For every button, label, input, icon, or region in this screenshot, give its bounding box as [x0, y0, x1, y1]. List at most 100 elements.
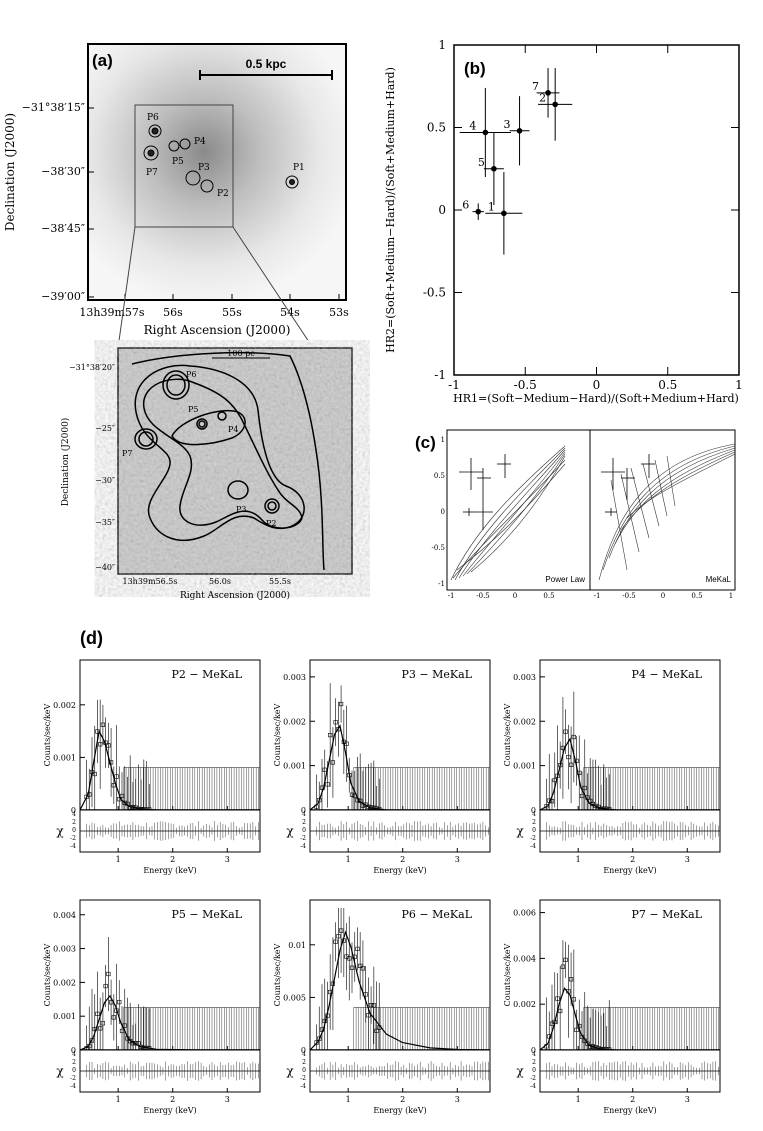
source-label: P5	[172, 157, 184, 167]
panel-a-image: P6 P7 P5 P4 P3 P2 P1 −31°38′15″ −38′30″ …	[3, 43, 349, 349]
x-axis-label: Right Ascension (J2000)	[144, 323, 291, 337]
point-marker	[501, 210, 507, 217]
svg-text:-1: -1	[438, 580, 445, 588]
y-axis-label: Counts/sec/keV	[43, 943, 52, 1006]
y-tick-label: 0.003	[283, 673, 306, 682]
y-axis-label: Counts/sec/keV	[503, 943, 512, 1006]
x-tick-label: 2	[630, 855, 635, 864]
spectrum-plot: 0 0.001 0.002 0.003 P4 − MeKaL Counts/sec/keV…	[503, 659, 721, 875]
svg-text:0: 0	[513, 592, 517, 600]
y-tick-label: 0	[531, 1046, 536, 1055]
source-label: P1	[293, 163, 305, 173]
plot-frame	[309, 659, 491, 811]
x-tick-label: 0	[593, 378, 601, 392]
point-marker	[482, 129, 489, 136]
point-label: 6	[462, 199, 469, 212]
x-axis-label: Energy (keV)	[373, 866, 426, 875]
x-axis-label: Energy (keV)	[143, 866, 196, 875]
plot-frame	[539, 899, 721, 1051]
mekal-title: MeKaL	[706, 575, 732, 584]
y-axis-label: Counts/sec/keV	[503, 703, 512, 766]
residual-tick-label: 4	[532, 811, 536, 818]
panel-c: (c)	[415, 420, 763, 600]
residual-tick-label: -4	[530, 843, 536, 850]
x-tick-label: 2	[170, 855, 175, 864]
ra-tick: 13h39m57s	[79, 306, 145, 319]
dec-tick: −35″	[95, 518, 115, 527]
scale-label: 0.5 kpc	[246, 57, 287, 71]
spectrum-plot: 0 0.002 0.004 0.006 P7 − MeKaL Counts/sec/keV…	[503, 899, 721, 1115]
panel-a: P6 P7 P5 P4 P3 P2 P1 −31°38′15″ −38′30″ …	[0, 0, 380, 349]
residual-tick-label: 2	[72, 1059, 76, 1066]
x-axis-label: Energy (keV)	[603, 1106, 656, 1115]
svg-text:-0.5: -0.5	[432, 544, 446, 552]
residual-tick-label: 0	[72, 1067, 76, 1074]
ra-tick: 56s	[163, 306, 183, 319]
ra-tick: 55.5s	[269, 577, 291, 586]
upper-limit-bins	[123, 1007, 260, 1050]
residual-tick-label: -4	[300, 843, 306, 850]
data-point: 7	[532, 68, 560, 118]
svg-text:0.5: 0.5	[543, 592, 554, 600]
residual-tick-label: -2	[300, 835, 306, 842]
source-label: P3	[198, 163, 210, 173]
x-tick-label: 1	[116, 1095, 121, 1104]
y-tick-label: 0.001	[513, 762, 536, 771]
svg-text:0.5: 0.5	[691, 592, 702, 600]
upper-limit-bins	[123, 767, 260, 810]
residual-tick-label: 2	[302, 819, 306, 826]
y-tick-label: 0.002	[513, 1000, 536, 1009]
panel-label: (a)	[92, 51, 113, 70]
point-label: 5	[478, 156, 485, 169]
point-label: 1	[488, 200, 495, 213]
source-label: P3	[236, 505, 246, 514]
residual-tick-label: -4	[70, 1083, 76, 1090]
svg-text:0: 0	[661, 592, 665, 600]
x-tick-label: -1	[448, 378, 460, 392]
y-tick-label: 0.002	[513, 717, 536, 726]
plot-frame	[539, 659, 721, 811]
panel-b: -1 -0.5 0 0.5 1 1 0.5 0 -0.5 -1 1 2 3 4 5 6 7 (b) HR1=(…	[380, 30, 763, 410]
x-tick-label: 1	[346, 855, 351, 864]
y-tick-label: 0	[71, 806, 76, 815]
source-label: P6	[147, 113, 159, 123]
y-tick-label: 0	[301, 806, 306, 815]
residuals	[540, 1061, 720, 1081]
y-tick-label: -1	[434, 368, 446, 382]
source-label: P6	[186, 370, 196, 379]
zoom-box	[134, 104, 234, 228]
x-tick-label: 3	[685, 1095, 690, 1104]
residuals	[540, 821, 720, 841]
y-tick-label: 1	[438, 38, 446, 52]
x-tick-label: 3	[455, 1095, 460, 1104]
upper-limit-bins	[583, 1007, 720, 1050]
residual-tick-label: -2	[70, 835, 76, 842]
x-tick-label: 1	[576, 855, 581, 864]
x-tick-label: 3	[685, 855, 690, 864]
panel-a-inset: 100 pc P6 P7 P5 P4 P3 P2 −31°38′20″ −25″…	[40, 340, 370, 610]
dec-tick: −38′30″	[41, 165, 85, 178]
residual-tick-label: 0	[532, 1067, 536, 1074]
data-point: 2	[538, 68, 573, 141]
y-tick-label: 0.004	[53, 911, 76, 920]
spectrum-plot: 0 0.001 0.002 0.003 P3 − MeKaL Counts/sec/keV…	[273, 659, 491, 875]
residual-tick-label: 0	[532, 827, 536, 834]
y-axis-label: Counts/sec/keV	[273, 703, 282, 766]
residual-axis-label: χ	[56, 1064, 64, 1078]
spectrum-title: P4 − MeKaL	[632, 668, 703, 681]
residual-tick-label: 0	[302, 1067, 306, 1074]
data-bins	[544, 691, 612, 812]
spectrum-title: P3 − MeKaL	[402, 668, 473, 681]
x-tick-label: 1	[346, 1095, 351, 1104]
x-axis-label: HR1=(Soft−Medium−Hard)/(Soft+Medium+Hard…	[453, 392, 739, 405]
residuals	[310, 1061, 490, 1081]
x-tick-label: 1	[116, 855, 121, 864]
residual-tick-label: -2	[530, 835, 536, 842]
y-axis-label: Counts/sec/keV	[43, 703, 52, 766]
data-point: 4	[459, 87, 511, 177]
x-tick-label: 3	[225, 855, 230, 864]
data-point: 1	[485, 172, 523, 255]
upper-limit-bins	[583, 767, 720, 810]
x-tick-label: 2	[400, 855, 405, 864]
residual-tick-label: 4	[302, 1051, 306, 1058]
